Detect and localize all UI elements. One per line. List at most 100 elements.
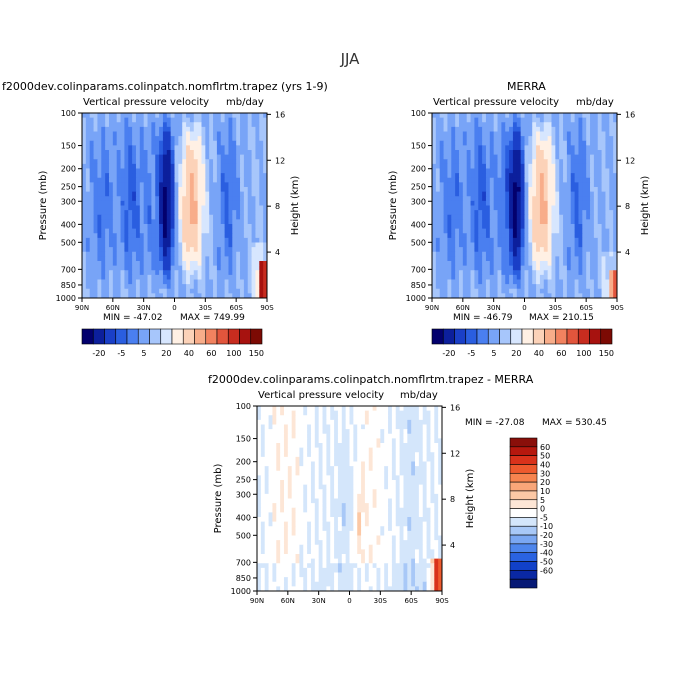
heatmap-cell [132,274,137,280]
heatmap-cell [570,228,575,234]
heatmap-cell [280,484,285,490]
heatmap-cell [434,429,439,435]
heatmap-cell [516,247,522,253]
heatmap-cell [547,140,552,146]
colorbar-swatch [465,328,478,345]
heatmap-cell [432,200,437,206]
heatmap-cell [458,122,464,128]
heatmap-cell [272,493,277,499]
heatmap-cell [341,438,347,444]
heatmap-cell [435,150,441,156]
heatmap-cell [101,242,106,248]
heatmap-cell [236,117,241,123]
heatmap-cell [247,293,252,299]
heatmap-cell [220,191,225,197]
heatmap-cell [353,433,358,439]
heatmap-cell [240,196,245,202]
heatmap-cell [566,210,572,216]
heatmap-cell [155,196,160,202]
heatmap-cell [264,410,269,416]
heatmap-cell [520,200,525,206]
heatmap-cell [489,173,495,179]
heatmap-cell [524,159,529,165]
heatmap-cell [263,205,268,211]
heatmap-cell [407,452,412,458]
heatmap-cell [597,219,602,225]
y2-tick-label: 4 [625,248,630,257]
heatmap-cell [166,279,172,285]
heatmap-cell [543,150,549,156]
heatmap-cell [497,182,502,188]
heatmap-cell [276,493,281,499]
heatmap-cell [259,187,264,193]
heatmap-cell [108,163,114,169]
heatmap-cell [310,466,316,472]
heatmap-cell [547,150,552,156]
heatmap-cell [426,410,431,416]
heatmap-cell [601,210,606,216]
colorbar-label: 20 [161,349,171,358]
heatmap-cell [166,154,172,160]
heatmap-cell [105,113,110,119]
heatmap-cell [435,279,441,285]
heatmap-cell [489,233,495,239]
heatmap-cell [597,140,602,146]
heatmap-cell [462,265,468,271]
heatmap-cell [337,443,343,449]
heatmap-cell [364,456,370,462]
heatmap-cell [605,131,610,137]
heatmap-cell [415,475,420,481]
heatmap-cell [399,443,404,449]
heatmap-cell [422,438,427,444]
heatmap-cell [601,145,606,151]
heatmap-cell [555,256,560,262]
heatmap-cell [93,214,98,220]
heatmap-cell [124,274,129,280]
heatmap-cell [139,224,145,230]
heatmap-cell [555,191,560,197]
heatmap-cell [139,122,145,128]
heatmap-cell [159,261,164,267]
heatmap-cell [259,261,264,267]
heatmap-cell [97,210,102,216]
heatmap-cell [307,470,312,476]
heatmap-cell [139,113,145,119]
heatmap-cell [193,251,199,257]
heatmap-cell [345,429,350,435]
heatmap-cell [174,154,179,160]
heatmap-cell [512,159,518,165]
heatmap-cell [201,242,206,248]
heatmap-cell [482,214,487,220]
heatmap-cell [263,154,268,160]
heatmap-cell [93,168,98,174]
heatmap-cell [276,447,281,453]
heatmap-cell [613,237,618,243]
heatmap-cell [287,438,293,444]
heatmap-cell [516,154,522,160]
heatmap-cell [314,480,320,486]
heatmap-cell [322,443,327,449]
heatmap-cell [601,173,606,179]
heatmap-cell [240,279,245,285]
heatmap-cell [105,200,110,206]
heatmap-cell [209,131,214,137]
heatmap-cell [497,131,502,137]
heatmap-cell [443,242,448,248]
heatmap-cell [528,219,533,225]
heatmap-cell [162,288,168,294]
heatmap-cell [543,168,549,174]
heatmap-cell [151,126,156,132]
heatmap-cell [310,475,316,481]
heatmap-cell [520,168,525,174]
heatmap-cell [609,205,614,211]
heatmap-cell [287,424,293,430]
heatmap-cell [422,466,427,472]
heatmap-cell [380,484,385,490]
heatmap-cell [547,173,552,179]
heatmap-cell [470,261,475,267]
heatmap-cell [582,150,587,156]
heatmap-cell [197,293,202,299]
heatmap-cell [432,117,437,123]
heatmap-cell [93,242,98,248]
heatmap-cell [108,150,114,156]
